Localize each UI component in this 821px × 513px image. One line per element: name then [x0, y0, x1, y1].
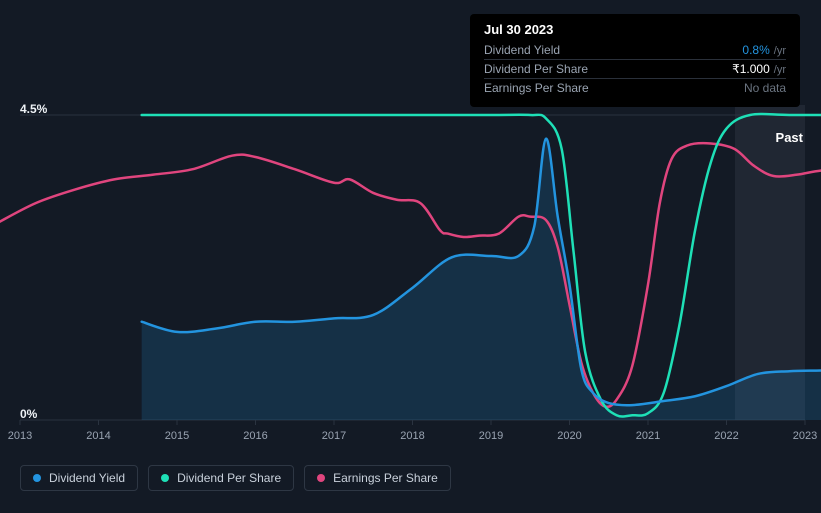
tooltip-row-value: ₹1.000/yr [732, 62, 786, 76]
legend-item-label: Earnings Per Share [333, 471, 438, 485]
x-tick-label: 2016 [243, 430, 267, 442]
legend-dot-icon [161, 474, 169, 482]
legend-item-label: Dividend Per Share [177, 471, 281, 485]
x-tick-label: 2019 [479, 430, 503, 442]
tooltip-row: Dividend Yield 0.8%/yr [484, 41, 786, 59]
x-tick-label: 2017 [322, 430, 346, 442]
past-label: Past [776, 130, 803, 145]
tooltip-row-value: No data [744, 81, 786, 95]
x-tick-label: 2018 [400, 430, 424, 442]
tooltip-row: Earnings Per Share No data [484, 78, 786, 97]
x-tick-label: 2015 [165, 430, 189, 442]
tooltip-row-label: Dividend Per Share [484, 62, 588, 76]
tooltip-row-value: 0.8%/yr [742, 43, 786, 57]
chart-tooltip: Jul 30 2023 Dividend Yield0.8%/yrDividen… [470, 14, 800, 107]
x-tick-label: 2013 [8, 430, 32, 442]
legend-dot-icon [317, 474, 325, 482]
x-tick-label: 2022 [714, 430, 738, 442]
x-tick-label: 2014 [86, 430, 110, 442]
legend-dot-icon [33, 474, 41, 482]
dividend-chart: 4.5% 0% Past 2013 2014 2015 2016 2017 2018 201… [0, 0, 821, 508]
legend-item[interactable]: Dividend Per Share [148, 465, 294, 491]
tooltip-row-label: Dividend Yield [484, 43, 560, 57]
x-tick-label: 2021 [636, 430, 660, 442]
x-tick-label: 2020 [557, 430, 581, 442]
legend-item-label: Dividend Yield [49, 471, 125, 485]
y-axis-min-label: 0% [20, 407, 37, 421]
x-tick-label: 2023 [793, 430, 817, 442]
chart-legend: Dividend Yield Dividend Per Share Earnings… [20, 465, 451, 491]
legend-item[interactable]: Dividend Yield [20, 465, 138, 491]
y-axis-max-label: 4.5% [20, 102, 47, 116]
tooltip-date: Jul 30 2023 [484, 22, 786, 37]
tooltip-row: Dividend Per Share ₹1.000/yr [484, 59, 786, 78]
tooltip-row-label: Earnings Per Share [484, 81, 589, 95]
legend-item[interactable]: Earnings Per Share [304, 465, 451, 491]
